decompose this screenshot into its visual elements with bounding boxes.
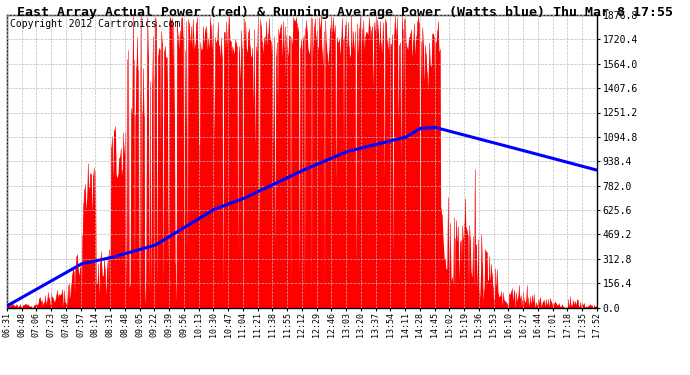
Text: Copyright 2012 Cartronics.com: Copyright 2012 Cartronics.com bbox=[10, 20, 180, 29]
Text: East Array Actual Power (red) & Running Average Power (Watts blue) Thu Mar 8 17:: East Array Actual Power (red) & Running … bbox=[17, 6, 673, 19]
